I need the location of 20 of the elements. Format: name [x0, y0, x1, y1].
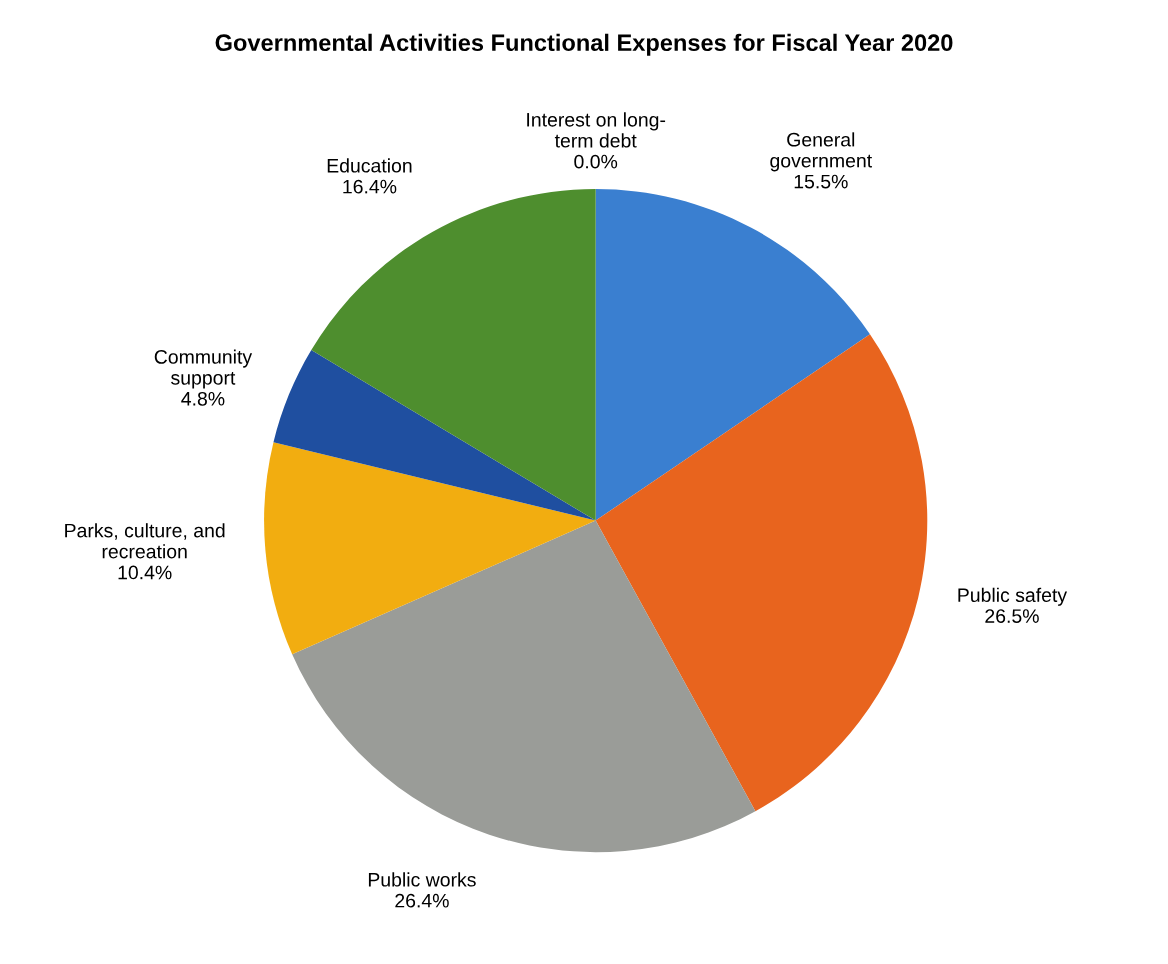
pie-slice	[292, 520, 756, 853]
slice-label: Public works	[368, 872, 476, 887]
data-label: 26.5%	[985, 609, 1039, 623]
category-label: Interest on long- term debt	[527, 112, 666, 148]
chart-title: Governmental Activities Functional Expenses for Fiscal Year 2020	[215, 33, 953, 56]
pie-slice	[264, 442, 596, 655]
pie-slice	[273, 349, 596, 521]
data-label: 15.5%	[794, 174, 848, 189]
data-label: 4.8%	[181, 391, 225, 406]
slice-label: Education	[327, 158, 412, 173]
slice-label: Community support	[154, 349, 253, 389]
pie-slice	[595, 334, 928, 812]
slice-label: Parks, culture, and recreation	[65, 523, 225, 559]
text: 0.0%	[574, 154, 618, 169]
data-label: 26.4%	[395, 893, 449, 908]
data-label: 16.4%	[343, 179, 397, 194]
slice-label: Public safety	[958, 587, 1068, 606]
data-label: 10.4%	[118, 565, 172, 580]
pie-slice	[595, 188, 870, 521]
slice-label: General government	[770, 132, 873, 172]
